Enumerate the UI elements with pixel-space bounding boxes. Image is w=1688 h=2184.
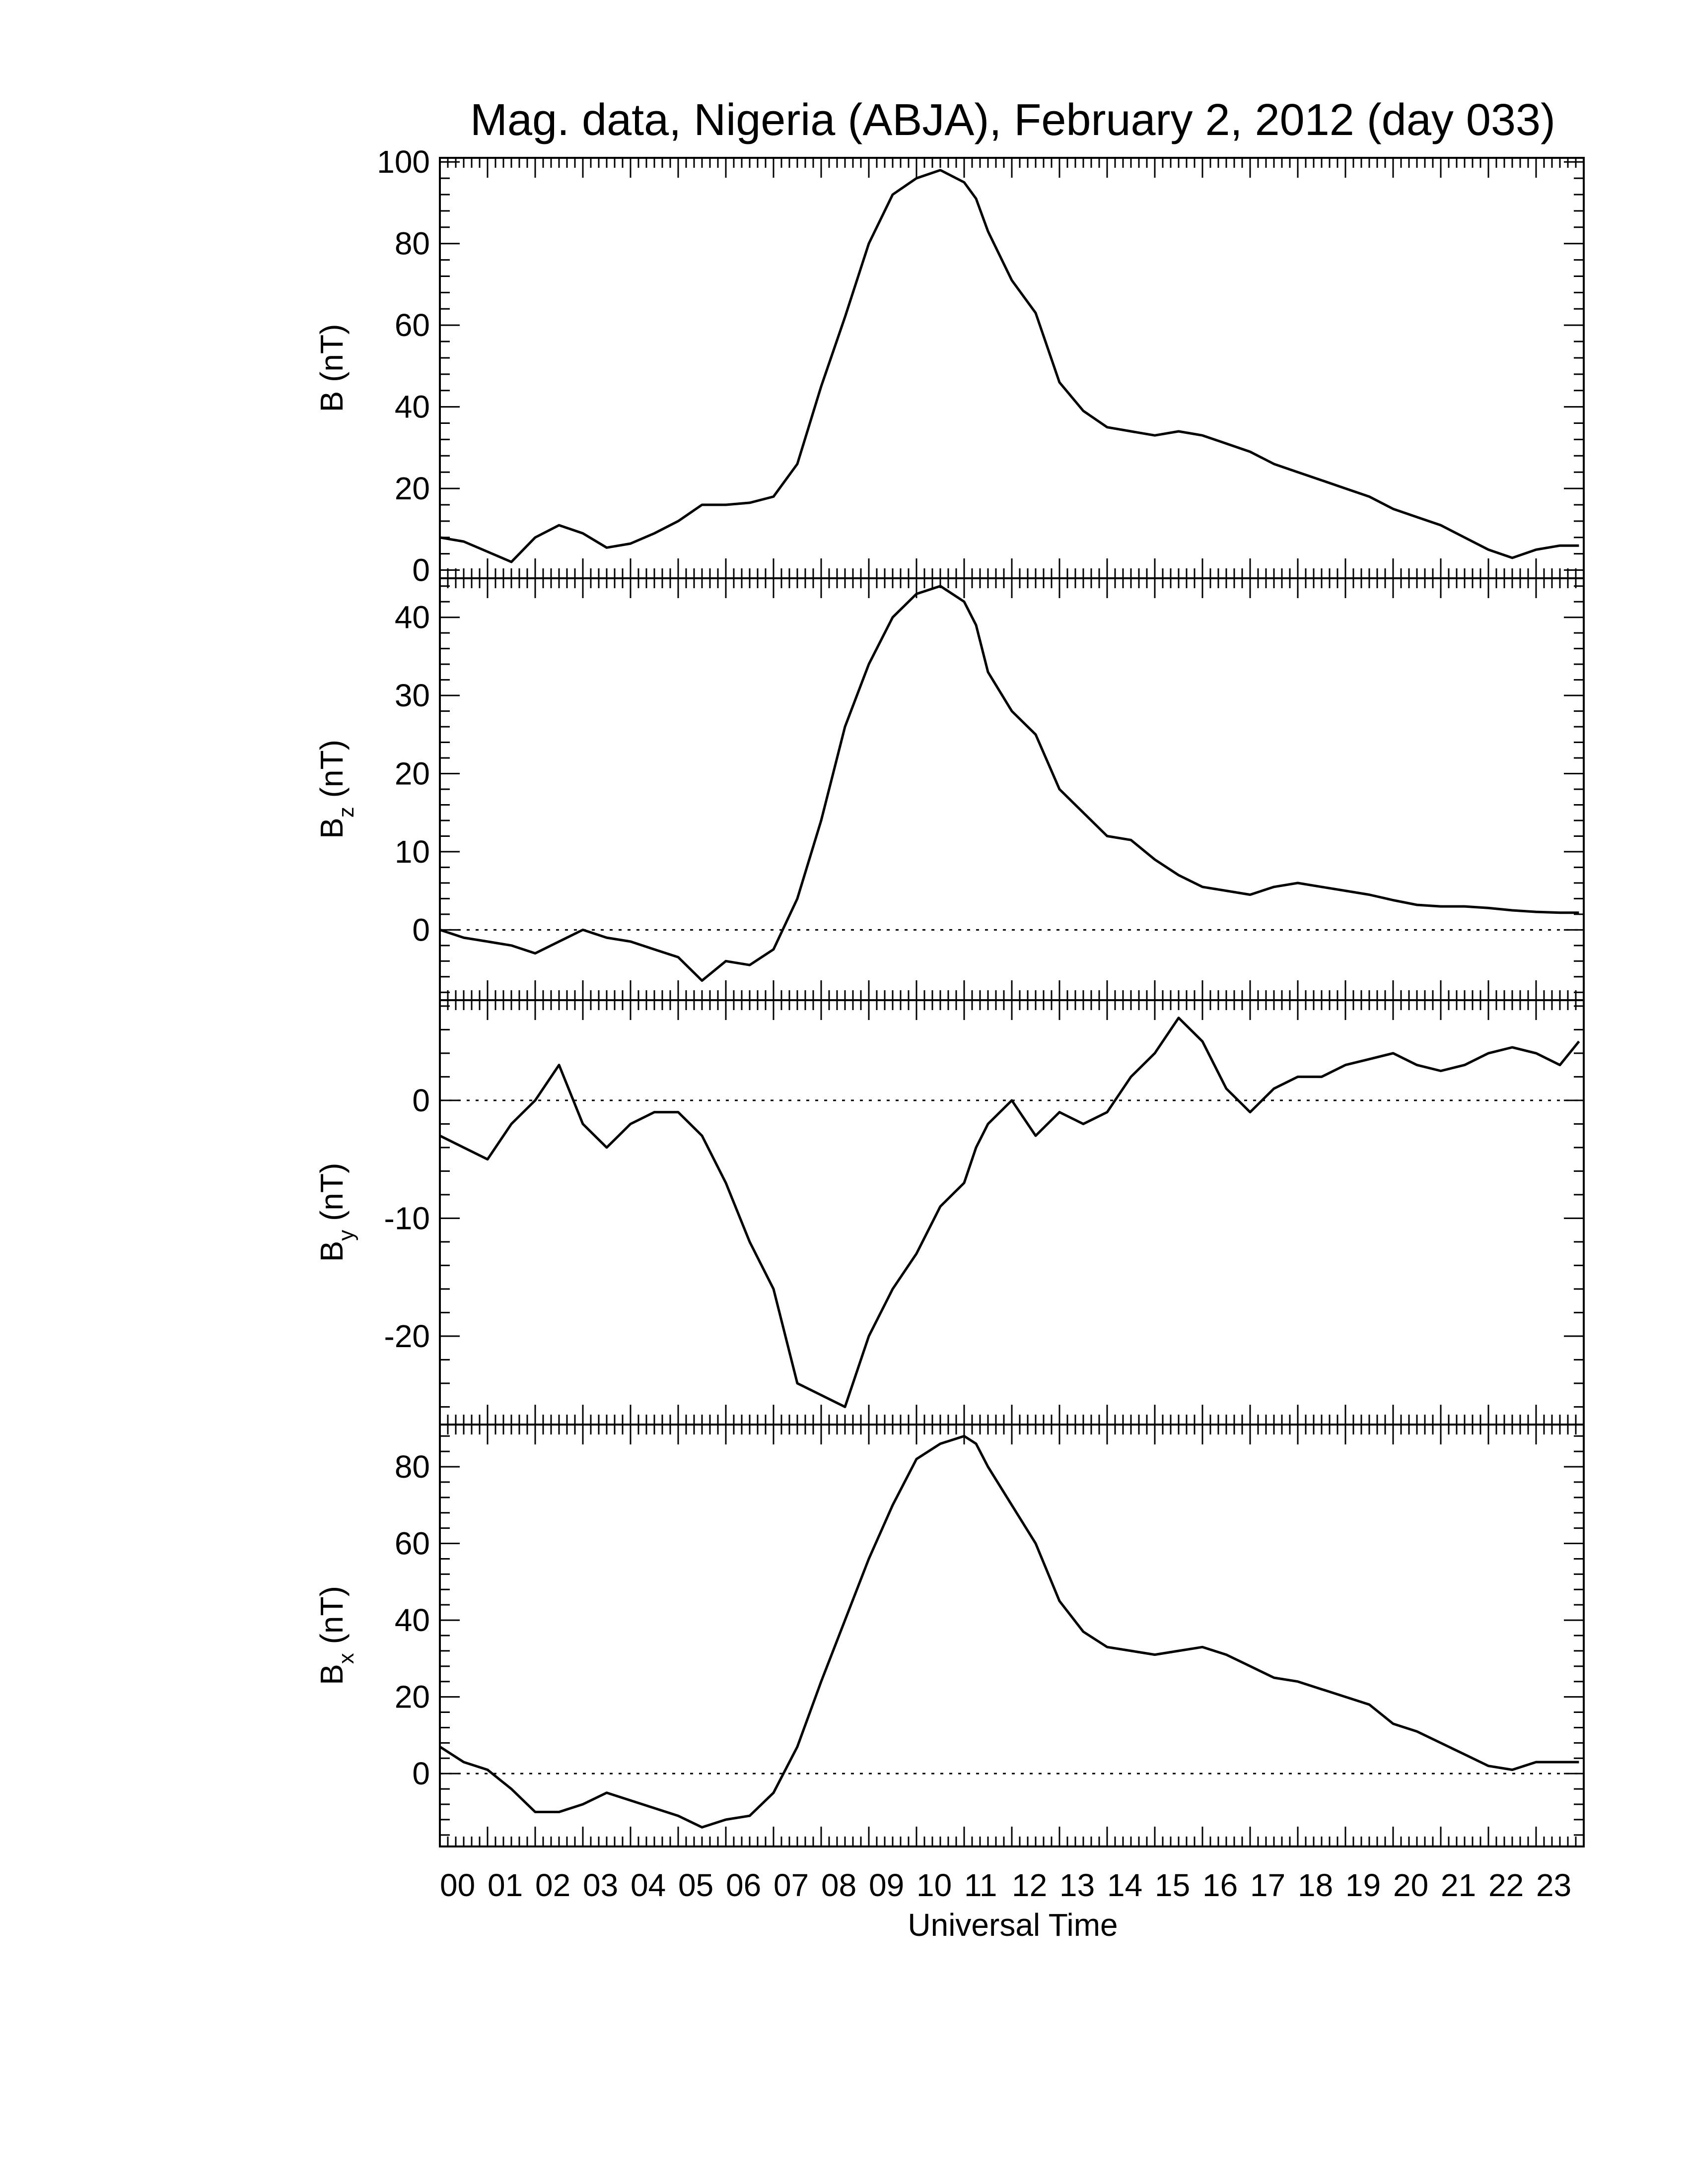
panel-bx: 0 20 40 60 80 Bx (nT) xyxy=(314,1424,1585,1847)
x-axis-label: Universal Time xyxy=(908,1907,1118,1943)
y-axis-label-main: B xyxy=(314,1241,350,1262)
y-axis-label-unit: (nT) xyxy=(314,1586,350,1653)
panel-bz: 0 10 20 30 40 Bz (nT) xyxy=(314,577,1585,1001)
series-line-bx xyxy=(439,1434,1579,1829)
y-axis-label-main: B xyxy=(314,1664,350,1685)
y-axis-label-subscript: y xyxy=(334,1230,358,1241)
series-line-b xyxy=(439,169,1579,563)
x-tick-label: 17 xyxy=(1250,1867,1285,1903)
x-tick-label: 10 xyxy=(916,1867,952,1903)
y-tick-label: 20 xyxy=(395,1679,430,1715)
y-axis-label-b: B (nT) xyxy=(314,324,350,412)
y-tick-label: 0 xyxy=(412,552,430,588)
y-tick-label: 60 xyxy=(395,307,430,343)
panel-by: -20 -10 0 By (nT) xyxy=(314,999,1585,1426)
panels-group: 0 20 40 60 80 100 B (nT) 0 10 20 30 40 Bz (nT) -20 -10… xyxy=(314,144,1585,1847)
x-tick-label: 22 xyxy=(1488,1867,1524,1903)
y-tick-label: -10 xyxy=(384,1200,430,1236)
y-tick-label: 80 xyxy=(395,226,430,262)
y-tick-label: 10 xyxy=(395,834,430,870)
x-tick-label: 21 xyxy=(1441,1867,1476,1903)
x-tick-label: 02 xyxy=(535,1867,570,1903)
x-tick-label: 08 xyxy=(821,1867,856,1903)
y-tick-label: 30 xyxy=(395,678,430,713)
x-tick-label: 23 xyxy=(1536,1867,1571,1903)
y-tick-label: 20 xyxy=(395,756,430,792)
y-axis-label-main: B (nT) xyxy=(314,324,350,412)
y-axis-label-subscript: x xyxy=(334,1653,358,1664)
y-tick-label: 0 xyxy=(412,1756,430,1791)
panel-frame-bz xyxy=(439,577,1585,1001)
x-tick-label: 05 xyxy=(678,1867,713,1903)
y-tick-label: 40 xyxy=(395,389,430,425)
y-axis-label-subscript: z xyxy=(334,807,358,818)
x-tick-label: 14 xyxy=(1107,1867,1142,1903)
x-tick-label: 01 xyxy=(488,1867,523,1903)
x-tick-label: 09 xyxy=(869,1867,904,1903)
x-tick-label: 19 xyxy=(1345,1867,1381,1903)
y-tick-label: 60 xyxy=(395,1526,430,1562)
x-tick-label: 20 xyxy=(1393,1867,1428,1903)
panel-frame-bx xyxy=(439,1424,1585,1847)
x-tick-label: 12 xyxy=(1012,1867,1047,1903)
y-tick-label: -20 xyxy=(384,1318,430,1354)
y-axis-label-main: B xyxy=(314,818,350,839)
x-tick-label: 15 xyxy=(1155,1867,1190,1903)
chart-title: Mag. data, Nigeria (ABJA), February 2, 2… xyxy=(470,95,1555,145)
y-tick-label: 40 xyxy=(395,600,430,635)
x-tick-label: 07 xyxy=(774,1867,809,1903)
y-tick-label: 0 xyxy=(412,912,430,948)
x-tick-label: 16 xyxy=(1202,1867,1238,1903)
y-axis-label-bx: Bx (nT) xyxy=(314,1586,358,1685)
x-tick-label: 00 xyxy=(440,1867,475,1903)
y-tick-label: 20 xyxy=(395,471,430,506)
y-axis-label-unit: (nT) xyxy=(314,1163,350,1230)
x-tick-label: 06 xyxy=(726,1867,761,1903)
y-tick-label: 0 xyxy=(412,1083,430,1118)
x-tick-label: 18 xyxy=(1298,1867,1333,1903)
y-tick-label: 100 xyxy=(377,144,430,180)
y-axis-label-bz: Bz (nT) xyxy=(314,740,358,839)
series-line-bz xyxy=(439,585,1579,982)
y-tick-label: 80 xyxy=(395,1449,430,1485)
y-tick-label: 40 xyxy=(395,1602,430,1638)
y-axis-label-by: By (nT) xyxy=(314,1163,358,1262)
x-tick-label: 04 xyxy=(631,1867,666,1903)
x-tick-label: 13 xyxy=(1059,1867,1095,1903)
series-line-by xyxy=(439,1017,1580,1408)
panel-b: 0 20 40 60 80 100 B (nT) xyxy=(314,144,1585,588)
x-tick-label: 11 xyxy=(964,1867,997,1903)
x-tick-label: 03 xyxy=(583,1867,618,1903)
x-axis-tick-labels: 00 01 02 03 04 05 06 07 08 09 10 11 12 13 14 15 16 17 18 19… xyxy=(440,1867,1571,1903)
y-axis-label-unit: (nT) xyxy=(314,740,350,807)
